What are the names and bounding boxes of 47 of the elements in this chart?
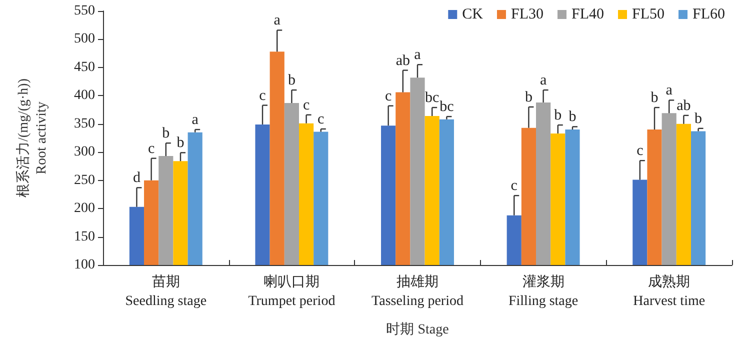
legend-label: FL60 (692, 6, 726, 22)
y-tick-label: 350 (74, 116, 95, 132)
y-tick-label: 500 (74, 32, 95, 47)
data-label: ab (676, 98, 691, 114)
data-label: c (318, 111, 325, 128)
x-tick-label: 苗期 Seedling stage (125, 274, 207, 309)
data-label: a (192, 112, 199, 128)
y-axis-title: 根系活力/(mg/(g·h)) Root activity (16, 78, 50, 198)
data-label: a (540, 72, 547, 89)
data-label: c (636, 143, 644, 160)
data-label: b (554, 108, 562, 124)
data-label: c (148, 140, 155, 157)
legend-label: FL50 (632, 6, 665, 22)
legend-label: FL40 (571, 6, 604, 22)
data-label: b (162, 126, 170, 142)
data-label: a (414, 47, 422, 64)
data-label: b (694, 110, 702, 127)
y-tick-label: 250 (74, 172, 95, 188)
y-tick-label: 150 (74, 229, 95, 244)
data-label: d (132, 170, 141, 186)
data-label: b (288, 72, 296, 89)
y-tick-label: 100 (74, 258, 95, 272)
data-label: c (259, 88, 266, 104)
y-tick-label: 200 (74, 201, 95, 216)
x-tick-label: 灌浆期 Filling stage (508, 274, 578, 309)
data-label: c (384, 88, 392, 104)
legend-label: FL30 (510, 6, 544, 22)
legend-label: CK (462, 6, 484, 22)
data-label: c (510, 178, 518, 194)
x-tick-label: 抽雄期 Tasseling period (372, 274, 464, 309)
y-tick-label: 300 (74, 144, 95, 160)
y-tick-label: 550 (74, 4, 95, 18)
data-label: b (650, 90, 658, 106)
data-label: bc (425, 90, 440, 106)
y-tick-label: 450 (74, 60, 95, 75)
x-tick-label: 成熟期 Harvest time (633, 274, 706, 309)
data-label: b (524, 89, 532, 106)
data-label: a (666, 82, 673, 99)
x-axis-title: 时期 Stage (386, 322, 449, 338)
data-label: bc (440, 99, 454, 116)
y-tick-label: 400 (74, 88, 95, 104)
data-label: ab (396, 52, 410, 69)
data-label: c (302, 97, 310, 114)
data-label: b (568, 109, 576, 126)
x-tick-label: 喇叭口期 Trumpet period (248, 274, 336, 309)
data-label: a (274, 12, 281, 29)
data-label: b (176, 135, 184, 152)
